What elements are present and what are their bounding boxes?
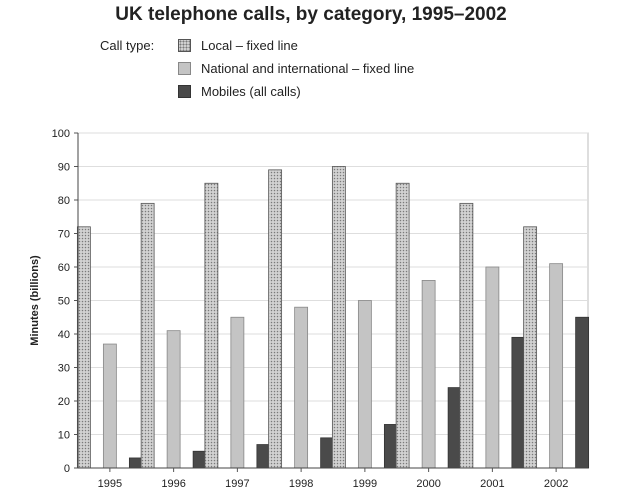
bar-local-1999 (331, 166, 346, 469)
x-tick-label: 1996 (161, 478, 185, 490)
x-tick-label: 1997 (225, 478, 249, 490)
bar-local-2001 (459, 202, 474, 469)
x-tick-label: 2001 (480, 478, 504, 490)
x-tick-label: 2000 (416, 478, 440, 490)
bar-mobiles-2002 (575, 316, 590, 469)
y-tick-label: 60 (58, 262, 70, 274)
bar-mobiles-2000 (447, 387, 462, 469)
legend-item-local: Local – fixed line (178, 38, 298, 53)
bar-mobiles-1999 (383, 424, 398, 469)
bar-mobiles-1997 (256, 444, 271, 469)
y-tick-label: 70 (58, 229, 70, 241)
bar-national-2001 (485, 266, 500, 469)
bar-local-1995 (76, 226, 91, 469)
legend-swatch-mobiles (178, 85, 191, 98)
bar-national-1998 (294, 306, 309, 469)
x-tick-label: 1998 (289, 478, 313, 490)
y-tick-label: 20 (58, 396, 70, 408)
chart-title: UK telephone calls, by category, 1995–20… (115, 4, 507, 25)
y-tick-label: 90 (58, 162, 70, 174)
x-tick-label: 2002 (544, 478, 568, 490)
legend-label-local: Local – fixed line (201, 38, 298, 53)
bar-local-1996 (140, 202, 155, 469)
y-tick-label: 40 (58, 329, 70, 341)
legend-label-mobiles: Mobiles (all calls) (201, 84, 301, 99)
bar-mobiles-1996 (192, 450, 207, 469)
bar-local-1997 (204, 182, 219, 469)
x-tick-label: 1995 (98, 478, 122, 490)
x-tick-label: 1999 (353, 478, 377, 490)
y-tick-label: 50 (58, 296, 70, 308)
legend-item-mobiles: Mobiles (all calls) (178, 84, 301, 99)
bar-mobiles-1998 (320, 437, 335, 469)
bar-local-2000 (395, 182, 410, 469)
legend-title: Call type: (100, 38, 155, 53)
y-axis-label: Minutes (billions) (29, 255, 41, 346)
bar-national-2002 (549, 263, 564, 469)
bar-national-2000 (421, 279, 436, 469)
legend-swatch-national (178, 62, 191, 75)
bar-national-1996 (166, 330, 181, 469)
bar-mobiles-1995 (128, 457, 143, 469)
bar-national-1995 (102, 343, 117, 469)
bar-national-1999 (357, 300, 372, 469)
bar-national-1997 (230, 316, 245, 469)
legend-label-national: National and international – fixed line (201, 61, 415, 76)
y-tick-label: 80 (58, 195, 70, 207)
bar-local-1998 (268, 169, 283, 469)
y-tick-label: 30 (58, 363, 70, 375)
bar-local-2002 (523, 226, 538, 469)
y-tick-label: 10 (58, 430, 70, 442)
legend-item-national: National and international – fixed line (178, 61, 414, 76)
y-tick-label: 100 (52, 128, 70, 140)
y-tick-label: 0 (64, 463, 70, 475)
bar-mobiles-2001 (511, 336, 526, 469)
legend-swatch-local (178, 39, 191, 52)
